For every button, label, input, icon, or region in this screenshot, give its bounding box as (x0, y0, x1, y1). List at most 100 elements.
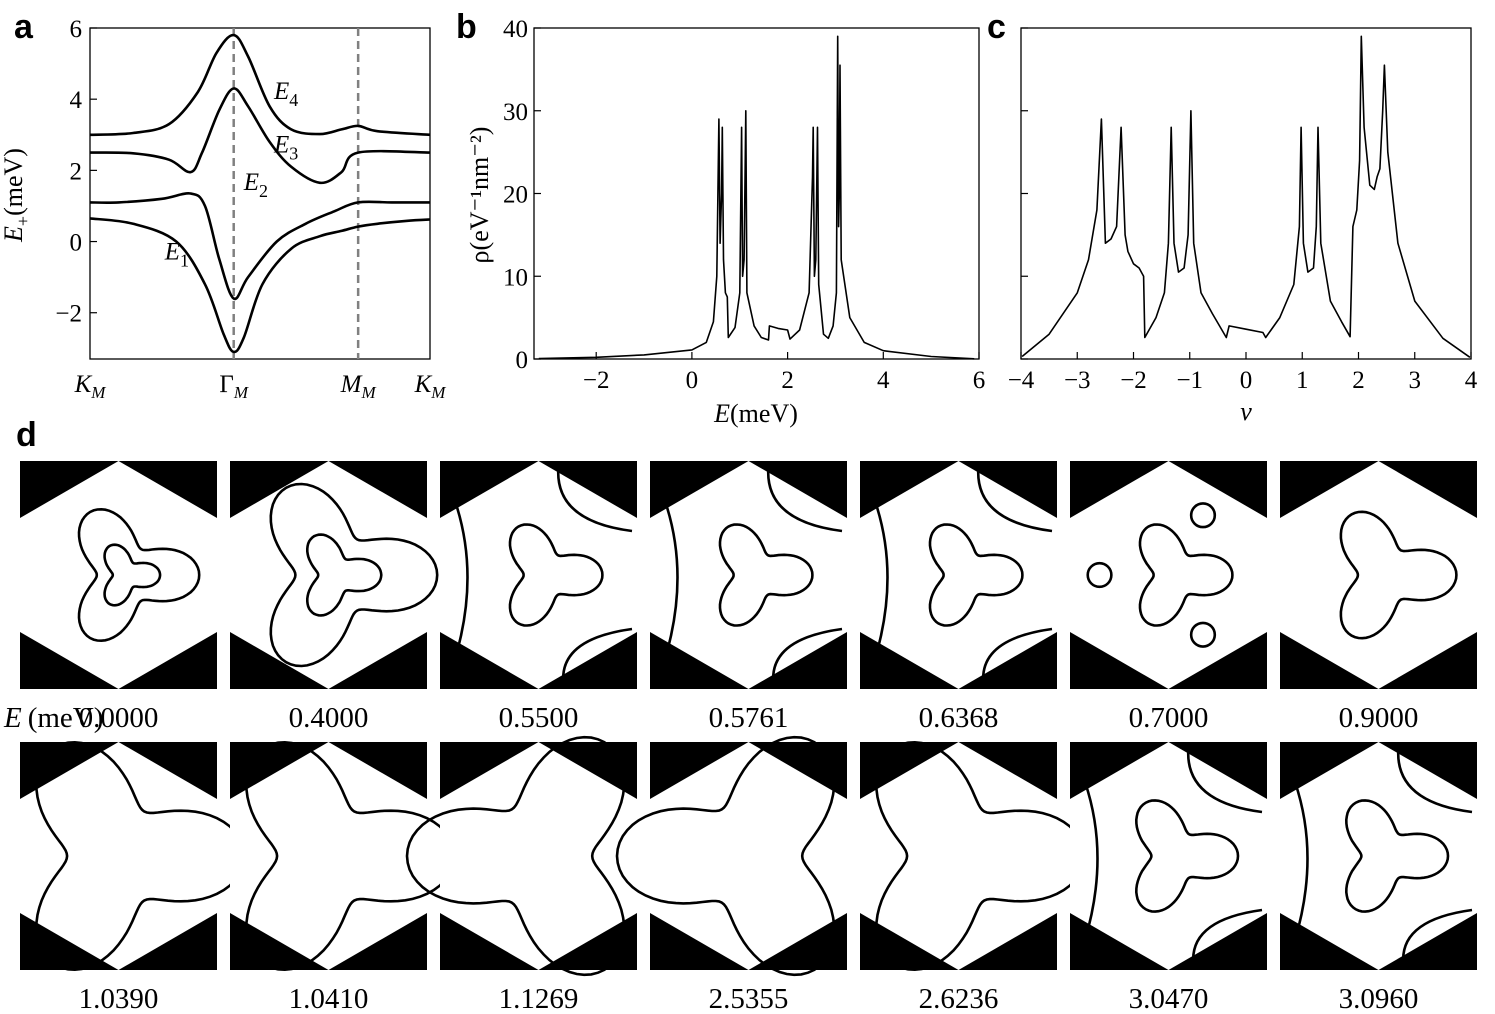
band-label-E4: E4 (273, 78, 298, 110)
fermi-contour (663, 465, 843, 685)
y-tick-label: 4 (70, 87, 83, 114)
contour-panel: 1.1269 (405, 735, 637, 1014)
panel-label-b: b (456, 8, 477, 46)
energy-label: 0.9000 (1339, 702, 1419, 734)
x-tick-label: 0 (1240, 367, 1253, 394)
panel-label-c: c (987, 8, 1006, 46)
contour-panel: 2.6236 (860, 740, 1086, 1014)
y-tick-label: 10 (503, 264, 528, 291)
fermi-contour (103, 543, 162, 607)
fermi-contour (1086, 502, 1217, 648)
brillouin-zone (20, 461, 217, 689)
y-tick-label: 2 (70, 158, 83, 185)
dos-curve (538, 35, 975, 360)
contour-panel: 0.0000 (20, 461, 217, 734)
y-axis-label: E+(meV) (0, 148, 33, 243)
dos-filling-panel: −4 −3 −2 −1 0 1 2 3 4 ν (1008, 27, 1478, 426)
x-axis-label: ν (1240, 397, 1252, 426)
fermi-contour (77, 507, 201, 643)
band-label-E1: E1 (164, 238, 189, 270)
fermi-contour (453, 465, 633, 685)
fermi-contour (615, 735, 836, 977)
band-E2 (89, 192, 430, 301)
contour-panel: 3.0470 (1070, 742, 1267, 1014)
band-E4 (89, 33, 431, 137)
contour-panel: 0.9000 (1280, 461, 1477, 734)
y-tick-label: 40 (503, 16, 528, 43)
band-label-E2: E2 (243, 169, 268, 201)
x-tick-label: 6 (973, 367, 986, 394)
band-label-E3: E3 (273, 132, 298, 164)
energy-label: 1.0390 (79, 983, 159, 1014)
fermi-contour (306, 533, 383, 617)
energy-label: 2.5355 (709, 983, 789, 1014)
energy-label: 0.4000 (289, 702, 369, 734)
energy-label: 0.5500 (499, 702, 579, 734)
energy-label: 0.7000 (1129, 702, 1209, 734)
x-tick-label: 0 (686, 367, 699, 394)
plot-frame (89, 27, 431, 360)
fermi-contour (875, 740, 1086, 972)
contour-panel: 0.6368 (860, 461, 1057, 734)
contour-panel: 1.0410 (230, 740, 456, 1014)
fermi-contour (718, 523, 814, 627)
y-tick-label: 30 (503, 99, 528, 126)
fermi-contour (508, 523, 604, 627)
x-tick-label: −3 (1064, 367, 1091, 394)
y-tick-label: −2 (55, 301, 82, 328)
brillouin-zone (650, 742, 847, 970)
fermi-contour (35, 740, 246, 972)
x-tick-label: 1 (1296, 367, 1309, 394)
plot-frame (533, 27, 980, 360)
fermi-contour (245, 740, 456, 972)
contour-panel: 0.4000 (230, 461, 439, 734)
energy-label: 1.0410 (289, 983, 369, 1014)
energy-label: 0.6368 (919, 702, 999, 734)
energy-label: 0.5761 (709, 702, 789, 734)
brillouin-zone (860, 742, 1057, 970)
fermi-contour (269, 482, 439, 668)
x-tick-label: −1 (1176, 367, 1203, 394)
fermi-contour (1344, 799, 1450, 913)
fermi-contour (1134, 799, 1240, 913)
x-tick-label: −4 (1008, 367, 1035, 394)
fermi-contours-panel: 0.0000 0.4000 0.5500 0.5761 0.6368 0.7000 0.90… (20, 461, 1477, 1014)
x-tick-label: 4 (877, 367, 890, 394)
fermi-contour (1339, 510, 1458, 640)
brillouin-zone (1070, 461, 1267, 689)
fermi-contour (1083, 746, 1263, 966)
fermi-contour (928, 523, 1024, 627)
y-tick-label: 6 (70, 16, 83, 43)
x-tick-label: 3 (1409, 367, 1422, 394)
energy-label: 3.0470 (1129, 983, 1209, 1014)
energy-label: 0.0000 (79, 702, 159, 734)
x-tick-label: 2 (781, 367, 794, 394)
brillouin-zone (230, 461, 427, 689)
plot-frame (1020, 27, 1472, 360)
brillouin-zone (440, 742, 637, 970)
y-tick-label: 20 (503, 182, 528, 209)
x-axis-label: E(meV) (713, 399, 798, 428)
panel-label-a: a (14, 8, 34, 46)
dos-curve (1021, 35, 1471, 358)
energy-label: 2.6236 (919, 983, 999, 1014)
contour-panel: 2.5355 (615, 735, 847, 1014)
x-tick-label: ΓM (219, 371, 248, 402)
y-axis-label: ρ(eV⁻¹nm⁻²) (465, 127, 494, 264)
y-tick-label: 0 (516, 347, 529, 374)
dos-energy-panel: 0 10 20 30 40 −2 0 2 4 6 ρ(eV⁻¹nm⁻²) E(meV) (465, 16, 985, 428)
x-tick-label: KM (74, 371, 107, 402)
x-tick-label: −2 (583, 367, 610, 394)
panel-label-d: d (16, 416, 37, 454)
fermi-contour (1293, 746, 1473, 966)
brillouin-zone (230, 742, 427, 970)
contour-panel: 1.0390 (20, 740, 246, 1014)
x-tick-label: 4 (1465, 367, 1478, 394)
energy-row-label: E (meV) (3, 702, 103, 734)
contour-panel: 3.0960 (1280, 742, 1477, 1014)
x-tick-label: −2 (1120, 367, 1147, 394)
contour-panel: 0.5500 (440, 461, 637, 734)
contour-panel: 0.5761 (650, 461, 847, 734)
energy-label: 1.1269 (499, 983, 579, 1014)
